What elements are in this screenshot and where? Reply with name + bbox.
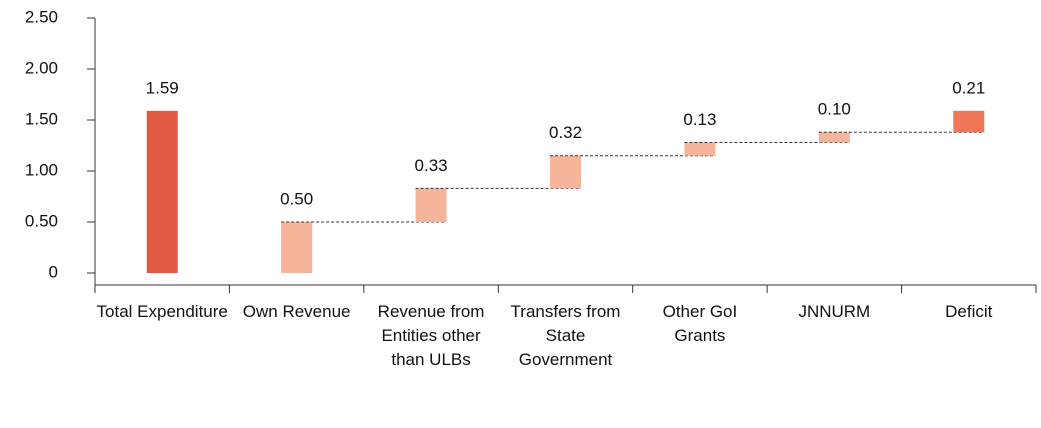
x-tick-label: Revenue from Entities other than ULBs xyxy=(377,302,485,369)
bar xyxy=(550,155,581,189)
value-label: 1.59 xyxy=(146,78,179,97)
bar xyxy=(281,222,313,273)
bar xyxy=(953,110,985,133)
y-tick-label: 2.50 xyxy=(25,7,58,26)
value-label: 0.13 xyxy=(683,110,716,129)
x-tick-label: JNNURM xyxy=(798,302,871,321)
x-tick-label: Total Expenditure xyxy=(96,302,228,321)
value-label: 0.21 xyxy=(952,78,985,97)
x-tick-label: Transfers from State Government xyxy=(510,302,621,369)
value-label: 0.10 xyxy=(818,100,851,119)
bar xyxy=(146,110,178,273)
value-label: 0.33 xyxy=(415,156,448,175)
x-tick-label: Deficit xyxy=(945,302,993,321)
bar xyxy=(684,142,716,156)
x-tick-label: Own Revenue xyxy=(242,302,351,321)
y-tick-label: 2.00 xyxy=(25,58,58,77)
value-label: 0.32 xyxy=(549,123,582,142)
y-tick-label: 0 xyxy=(49,262,58,281)
y-tick-label: 1.00 xyxy=(25,160,58,179)
bar xyxy=(415,188,447,222)
x-tick-label: Other GoI Grants xyxy=(662,302,738,345)
bar xyxy=(818,132,850,143)
y-tick-label: 0.50 xyxy=(25,211,58,230)
value-label: 0.50 xyxy=(280,189,313,208)
y-tick-label: 1.50 xyxy=(25,109,58,128)
